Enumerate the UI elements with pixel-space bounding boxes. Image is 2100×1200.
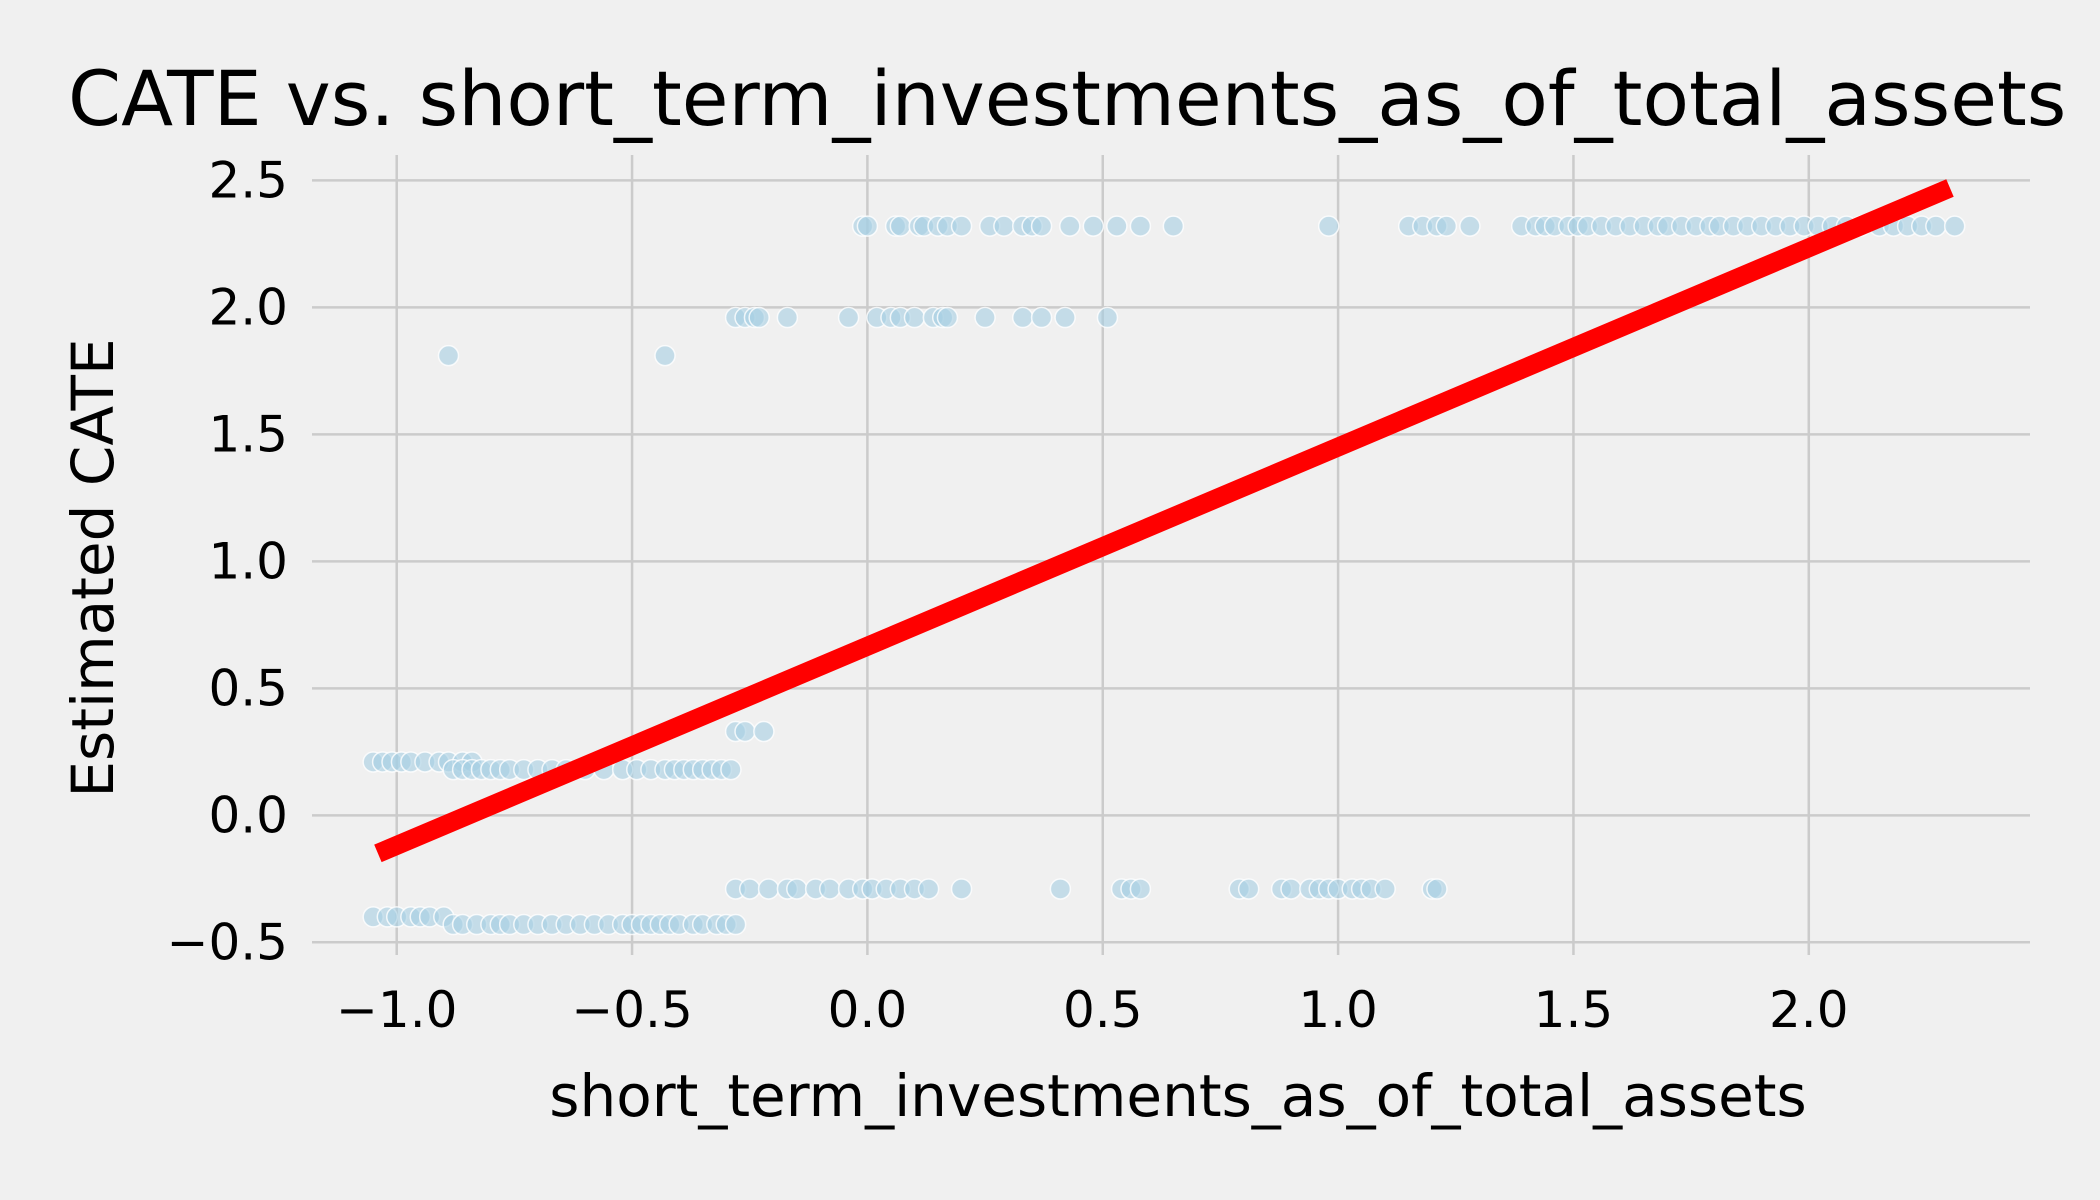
x-tick-label: −0.5: [571, 981, 692, 1039]
scatter-point: [1459, 215, 1481, 237]
scatter-point: [889, 215, 912, 237]
scatter-point: [1426, 878, 1448, 900]
scatter-point: [1030, 306, 1053, 329]
y-tick-labels: −0.5 0.0 0.5 1.0 1.5 2.0 2.5: [167, 151, 288, 971]
scatter-point: [734, 720, 756, 743]
y-axis-label: Estimated CATE: [59, 338, 127, 797]
scatter-point: [1943, 215, 1966, 237]
scatter-point: [993, 215, 1015, 237]
scatter-point: [1162, 215, 1185, 237]
x-tick-label: 0.5: [1063, 981, 1143, 1039]
scatter-point: [856, 215, 879, 237]
scatter-point: [917, 878, 940, 900]
scatter-point: [1435, 215, 1458, 237]
scatter-point: [776, 306, 799, 329]
scatter-points: [362, 215, 1966, 936]
y-tick-label: 0.0: [208, 786, 288, 844]
scatter-point: [1096, 306, 1119, 329]
scatter-point: [1317, 215, 1340, 237]
scatter-point: [837, 306, 860, 329]
scatter-point: [1106, 215, 1128, 237]
chart-title: CATE vs. short_term_investments_as_of_to…: [68, 54, 2066, 143]
scatter-point: [936, 306, 959, 329]
scatter-point: [1925, 215, 1947, 237]
scatter-point: [757, 878, 780, 900]
scatter-point: [1237, 878, 1260, 900]
scatter-point: [950, 878, 973, 900]
y-tick-label: 1.0: [208, 532, 288, 590]
scatter-point: [437, 344, 460, 367]
y-tick-label: 1.5: [208, 405, 288, 463]
y-tick-label: 2.0: [208, 278, 288, 336]
y-tick-label: −0.5: [167, 913, 288, 971]
scatter-point: [974, 306, 996, 329]
trend-line-layer: [374, 179, 1954, 863]
scatter-point: [753, 720, 775, 743]
scatter-point: [720, 758, 742, 781]
scatter-point: [738, 878, 761, 900]
scatter-point: [1049, 878, 1072, 900]
scatter-point: [819, 878, 841, 900]
x-tick-label: 0.0: [828, 981, 908, 1039]
x-tick-label: 1.0: [1298, 981, 1378, 1039]
scatter-point: [1059, 215, 1081, 237]
scatter-point: [903, 306, 926, 329]
x-tick-label: 2.0: [1769, 981, 1849, 1039]
scatter-point: [1054, 306, 1076, 329]
scatter-point: [1082, 215, 1105, 237]
x-tick-labels: −1.0 −0.5 0.0 0.5 1.0 1.5 2.0: [336, 981, 1849, 1039]
scatter-point: [1030, 215, 1053, 237]
scatter-point: [1374, 878, 1396, 900]
scatter-point: [1129, 215, 1152, 237]
scatter-point: [950, 215, 973, 237]
y-tick-label: 0.5: [208, 659, 288, 717]
scatter-point: [748, 306, 770, 329]
scatter-point: [1129, 878, 1152, 900]
scatter-point: [786, 878, 808, 900]
grid: [312, 155, 2030, 955]
scatter-point: [1280, 878, 1302, 900]
x-axis-label: short_term_investments_as_of_total_asset…: [549, 1062, 1806, 1130]
scatter-point: [724, 913, 747, 936]
trend-line: [374, 179, 1954, 863]
scatter-point: [654, 344, 676, 367]
scatter-point: [1011, 306, 1034, 329]
x-tick-label: −1.0: [336, 981, 457, 1039]
y-tick-label: 2.5: [208, 151, 288, 209]
x-tick-label: 1.5: [1534, 981, 1614, 1039]
